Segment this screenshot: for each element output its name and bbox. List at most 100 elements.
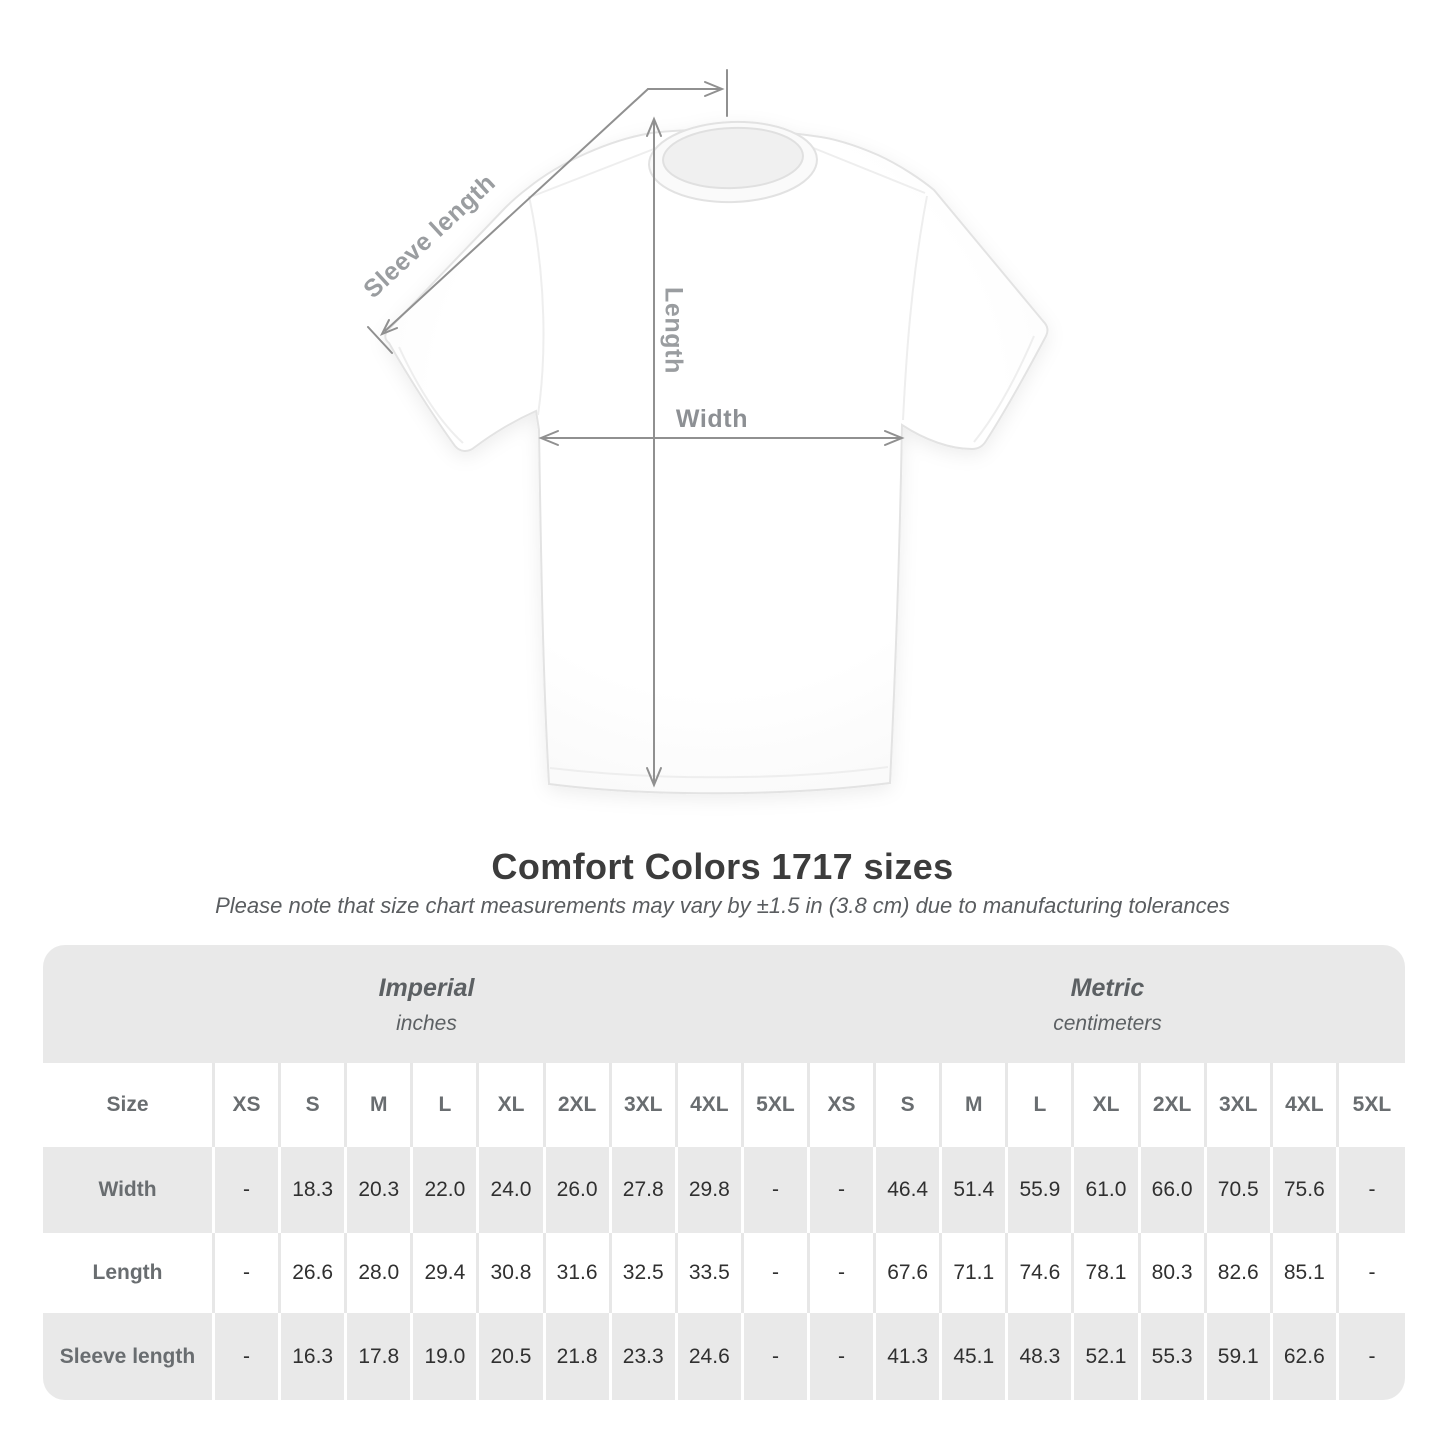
table-row-sleeve-length: Sleeve length - 16.3 17.8 19.0 20.5 21.8… xyxy=(43,1313,1405,1400)
length-imperial-2xl: 31.6 xyxy=(546,1233,612,1313)
width-metric-5xl: - xyxy=(1368,1178,1376,1201)
length-metric-xl: 78.1 xyxy=(1074,1233,1141,1313)
width-metric-s: 46.4 xyxy=(876,1147,943,1233)
sleeve-imperial-m: 17.8 xyxy=(347,1313,414,1400)
sleeve-metric-s: 41.3 xyxy=(876,1313,943,1400)
width-metric-3xl: 70.5 xyxy=(1207,1147,1273,1233)
size-col-imperial-xs: XS xyxy=(215,1063,282,1147)
length-arrow xyxy=(646,116,662,788)
size-col-metric-xs: XS xyxy=(810,1063,877,1147)
size-col-imperial-2xl: 2XL xyxy=(546,1063,612,1147)
page-title: Comfort Colors 1717 sizes xyxy=(491,846,954,887)
sleeve-imperial-5xl: - xyxy=(744,1313,810,1400)
sleeve-imperial-3xl: 23.3 xyxy=(612,1313,678,1400)
width-imperial-5xl: - xyxy=(744,1147,810,1233)
width-metric-xs: - xyxy=(810,1147,877,1233)
length-metric-xs: - xyxy=(810,1233,877,1313)
sleeve-metric-xl: 52.1 xyxy=(1074,1313,1141,1400)
length-metric-l: 74.6 xyxy=(1008,1233,1075,1313)
sleeve-imperial-xs: - xyxy=(215,1313,282,1400)
length-imperial-xs: - xyxy=(215,1233,282,1313)
corner-label: Size xyxy=(43,1063,215,1147)
width-arrow xyxy=(538,430,905,446)
table-row-width: Width - 18.3 20.3 22.0 24.0 26.0 27.8 29… xyxy=(43,1147,1405,1233)
size-col-metric-3xl: 3XL xyxy=(1207,1063,1273,1147)
width-imperial-4xl: 29.8 xyxy=(678,1147,744,1233)
row-label-length: Length xyxy=(43,1233,215,1313)
width-imperial-l: 22.0 xyxy=(413,1147,480,1233)
row-label-sleeve-length: Sleeve length xyxy=(43,1313,215,1400)
sleeve-imperial-l: 19.0 xyxy=(413,1313,480,1400)
length-imperial-l: 29.4 xyxy=(413,1233,480,1313)
tshirt-image xyxy=(367,69,1049,795)
length-metric-s: 67.6 xyxy=(876,1233,943,1313)
row-label-width: Width xyxy=(43,1147,215,1233)
length-imperial-5xl: - xyxy=(744,1233,810,1313)
size-table: Imperial inches Metric centimeters Size … xyxy=(43,945,1405,1400)
imperial-name: Imperial xyxy=(378,974,475,1002)
width-imperial-xl: 24.0 xyxy=(479,1147,546,1233)
width-metric-4xl: 75.6 xyxy=(1273,1147,1339,1233)
size-col-imperial-xl: XL xyxy=(479,1063,546,1147)
length-imperial-4xl: 33.5 xyxy=(678,1233,744,1313)
width-imperial-m: 20.3 xyxy=(347,1147,414,1233)
length-metric-4xl: 85.1 xyxy=(1273,1233,1339,1313)
size-col-metric-l: L xyxy=(1008,1063,1075,1147)
width-metric-2xl: 66.0 xyxy=(1141,1147,1207,1233)
imperial-unit: inches xyxy=(396,1012,457,1035)
size-header-row: Size XS S M L XL 2XL 3XL 4XL 5XL XS S M … xyxy=(43,1063,1405,1147)
unit-group-metric: Metric centimeters xyxy=(810,945,1405,1063)
sleeve-imperial-2xl: 21.8 xyxy=(546,1313,612,1400)
sleeve-metric-5xl: - xyxy=(1368,1344,1376,1368)
sleeve-metric-xs: - xyxy=(810,1313,877,1400)
tshirt-measurement-figure: Sleeve length Length Width xyxy=(358,69,1049,795)
collar xyxy=(648,120,818,204)
length-metric-5xl: - xyxy=(1368,1261,1376,1284)
length-imperial-m: 28.0 xyxy=(347,1233,414,1313)
sleeve-metric-4xl: 62.6 xyxy=(1273,1313,1339,1400)
sleeve-imperial-s: 16.3 xyxy=(281,1313,348,1400)
length-label: Length xyxy=(659,287,688,374)
width-metric-m: 51.4 xyxy=(942,1147,1009,1233)
length-metric-m: 71.1 xyxy=(942,1233,1009,1313)
metric-unit: centimeters xyxy=(1053,1012,1162,1035)
tshirt-shape xyxy=(384,120,1049,795)
width-label: Width xyxy=(675,405,749,433)
metric-name: Metric xyxy=(1070,974,1145,1002)
table-row-length: Length - 26.6 28.0 29.4 30.8 31.6 32.5 3… xyxy=(43,1233,1405,1313)
shirt-seams xyxy=(398,144,1035,779)
sleeve-imperial-xl: 20.5 xyxy=(479,1313,546,1400)
unit-band: Imperial inches Metric centimeters xyxy=(43,945,1405,1063)
width-imperial-3xl: 27.8 xyxy=(612,1147,678,1233)
length-imperial-xl: 30.8 xyxy=(479,1233,546,1313)
size-col-imperial-l: L xyxy=(413,1063,480,1147)
sleeve-metric-m: 45.1 xyxy=(942,1313,1009,1400)
sleeve-imperial-4xl: 24.6 xyxy=(678,1313,744,1400)
size-col-metric-2xl: 2XL xyxy=(1141,1063,1207,1147)
size-col-metric-xl: XL xyxy=(1074,1063,1141,1147)
sleeve-metric-l: 48.3 xyxy=(1008,1313,1075,1400)
size-col-imperial-s: S xyxy=(281,1063,348,1147)
length-imperial-3xl: 32.5 xyxy=(612,1233,678,1313)
size-col-imperial-5xl: 5XL xyxy=(744,1063,810,1147)
size-col-imperial-3xl: 3XL xyxy=(612,1063,678,1147)
length-imperial-s: 26.6 xyxy=(281,1233,348,1313)
sleeve-length-arrow xyxy=(367,69,728,354)
size-col-imperial-4xl: 4XL xyxy=(678,1063,744,1147)
size-col-metric-4xl: 4XL xyxy=(1273,1063,1339,1147)
size-col-metric-5xl: 5XL xyxy=(1352,1093,1392,1116)
sleeve-metric-2xl: 55.3 xyxy=(1141,1313,1207,1400)
width-imperial-2xl: 26.0 xyxy=(546,1147,612,1233)
size-col-metric-m: M xyxy=(942,1063,1009,1147)
sleeve-metric-3xl: 59.1 xyxy=(1207,1313,1273,1400)
width-imperial-xs: - xyxy=(215,1147,282,1233)
size-col-imperial-m: M xyxy=(347,1063,414,1147)
length-metric-3xl: 82.6 xyxy=(1207,1233,1273,1313)
width-metric-l: 55.9 xyxy=(1008,1147,1075,1233)
width-imperial-s: 18.3 xyxy=(281,1147,348,1233)
tolerance-note: Please note that size chart measurements… xyxy=(215,893,1230,918)
size-col-metric-s: S xyxy=(876,1063,943,1147)
length-metric-2xl: 80.3 xyxy=(1141,1233,1207,1313)
unit-group-imperial: Imperial inches xyxy=(43,945,810,1063)
